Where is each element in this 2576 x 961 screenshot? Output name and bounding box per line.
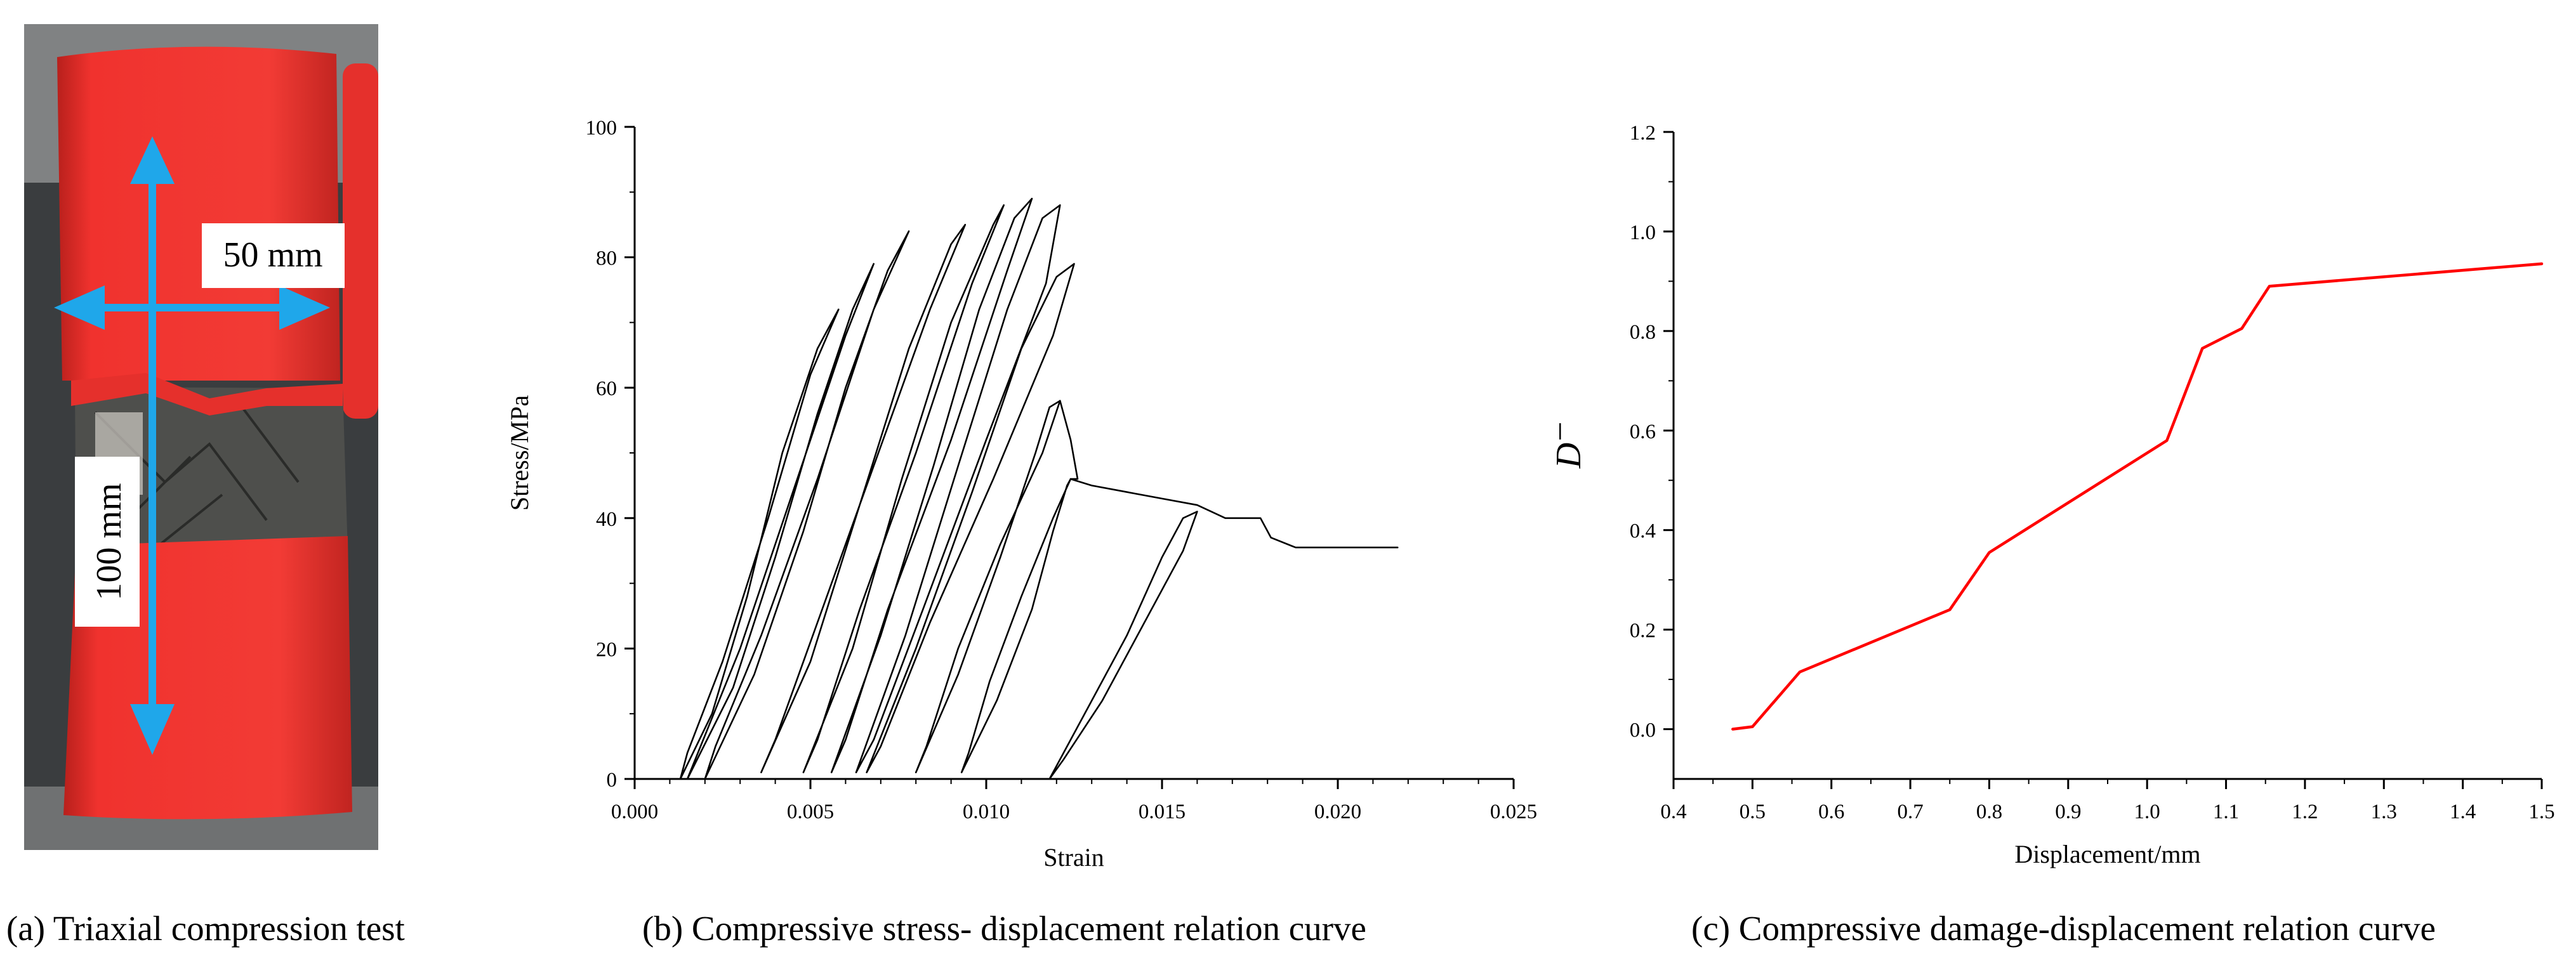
x-tick-label-c: 1.3: [2371, 801, 2397, 823]
series-line-b-cycle-7: [855, 204, 1061, 773]
width-label: 50 mm: [223, 235, 322, 275]
horizontal-arrow: [54, 285, 330, 330]
x-tick-label-c: 1.4: [2450, 801, 2476, 823]
y-tick-label-c: 0.4: [1630, 520, 1656, 543]
y-tick-label-c: 0.6: [1630, 421, 1656, 443]
x-tick-label-c: 1.2: [2292, 801, 2318, 823]
x-tick-label-b: 0.000: [611, 801, 658, 823]
x-tick-label-c: 1.5: [2528, 801, 2554, 823]
y-tick-label-c: 0.0: [1630, 719, 1656, 742]
width-label-box: [202, 223, 345, 288]
damage-displacement-chart: 0.4 0.5 0.6 0.7 0.8 0.9 1.0 1.1 1.2 1.3 1.4 1.5 0.0 0…: [1539, 122, 2555, 868]
rubber-sleeve-upper: [57, 46, 340, 381]
x-tick-label-c: 1.0: [2134, 801, 2160, 823]
ylabel-c-mark: –: [1539, 423, 1575, 440]
tick-marks-c: [1663, 131, 2543, 789]
fractured-rock-band: [75, 387, 348, 555]
y-tick-label-c: 1.2: [1630, 122, 1656, 145]
series-line-b-cycle-10: [960, 478, 1072, 773]
xlabel-c: Displacement/mm: [2014, 840, 2200, 868]
x-tick-label-c: 0.7: [1897, 801, 1923, 823]
y-tick-label-c: 0.8: [1630, 321, 1656, 344]
tick-marks-b: [624, 126, 1515, 789]
series-line-b-cycle-4: [760, 223, 967, 773]
series-line-b-envelope: [1059, 400, 1399, 549]
x-tick-label-b: 0.005: [787, 801, 834, 823]
ylabel-b: Stress/MPa: [505, 395, 534, 511]
vertical-arrow: [130, 136, 175, 755]
second-specimen-edge: [343, 63, 378, 419]
series-line-b-cycle-8: [866, 263, 1075, 773]
y-tick-label-b: 40: [596, 508, 617, 531]
series-line-b-cycle-3: [704, 230, 910, 780]
y-tick-label-c: 1.0: [1630, 221, 1656, 244]
y-tick-label-b: 80: [596, 247, 617, 270]
x-tick-label-c: 0.8: [1976, 801, 2002, 823]
x-tick-label-c: 0.4: [1660, 801, 1686, 823]
caption-c: (c) Compressive damage-displacement rela…: [1691, 909, 2436, 948]
caption-a: (a) Triaxial compression test: [6, 909, 405, 948]
x-tick-label-b: 0.015: [1139, 801, 1186, 823]
series-line-b-cycle-5: [802, 204, 1005, 773]
series-line-b-cycle-1: [679, 308, 840, 780]
x-tick-label-b: 0.025: [1490, 801, 1537, 823]
caption-b: (b) Compressive stress- displacement rel…: [642, 909, 1366, 948]
series-line-b-cycle-2: [686, 263, 875, 780]
y-tick-label-b: 60: [596, 377, 617, 400]
x-tick-label-b: 0.020: [1314, 801, 1361, 823]
x-tick-label-c: 0.6: [1818, 801, 1844, 823]
crack-lines: [94, 405, 300, 547]
series-line-b-cycle-6: [830, 197, 1033, 773]
xlabel-b: Strain: [1043, 843, 1104, 872]
y-tick-label-c: 0.2: [1630, 620, 1656, 643]
series-line-b-cycle-11: [1048, 511, 1198, 780]
x-tick-label-c: 1.1: [2213, 801, 2239, 823]
rubber-torn-edge: [71, 373, 343, 415]
height-label: 100 mm: [89, 483, 129, 600]
stress-strain-chart: 0.000 0.005 0.010 0.015 0.020 0.025 0 20 40 60 80 1…: [505, 117, 1537, 872]
x-tick-label-c: 0.9: [2055, 801, 2081, 823]
height-label-box: [75, 457, 140, 627]
specimen-photo: 50 mm 100 mm: [24, 24, 378, 850]
x-tick-label-b: 0.010: [963, 801, 1010, 823]
series-line-c-damage: [1731, 262, 2544, 731]
y-tick-label-b: 20: [596, 638, 617, 661]
y-tick-label-b: 100: [586, 117, 618, 140]
ylabel-c: D: [1549, 443, 1589, 469]
y-tick-label-b: 0: [607, 769, 618, 792]
x-tick-label-c: 0.5: [1740, 801, 1766, 823]
